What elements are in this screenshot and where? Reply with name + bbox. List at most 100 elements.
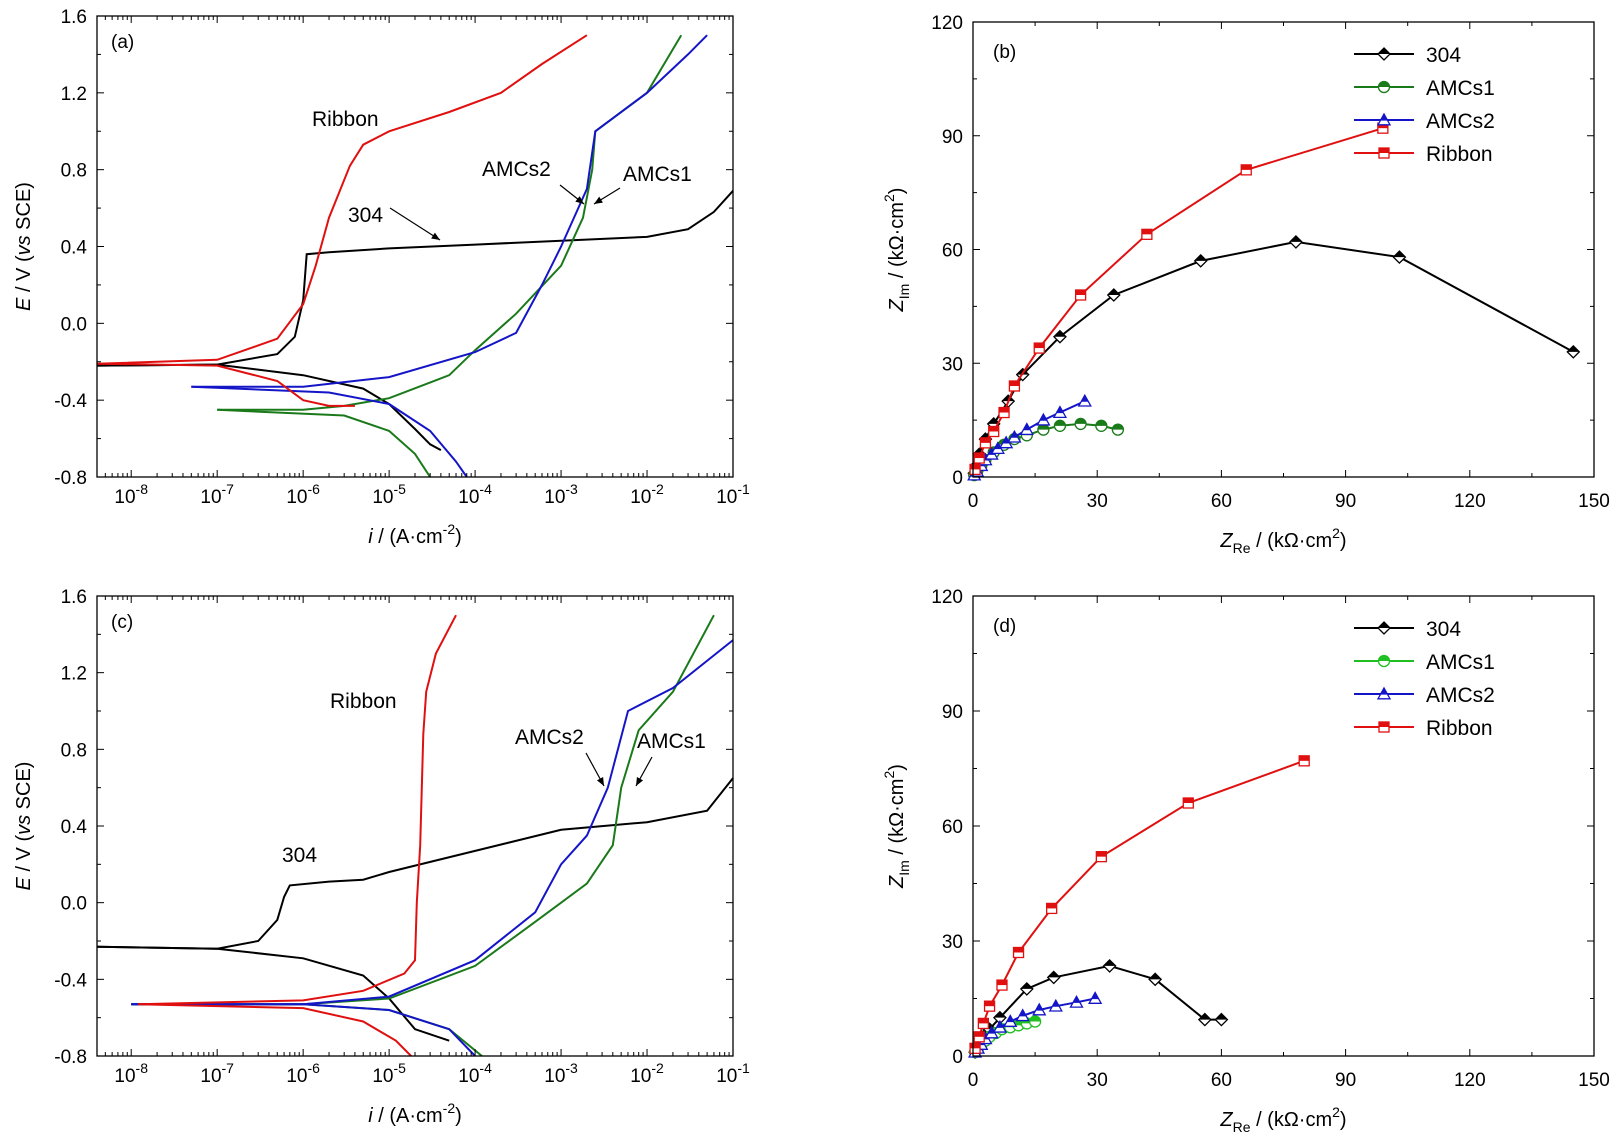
x-tick-label: 90	[1335, 1070, 1356, 1091]
series-line-amcs1-cathodic	[131, 1003, 483, 1057]
annotation-arrowhead	[636, 777, 644, 786]
y-axis-label: ZIm / (kΩ·cm2)	[881, 188, 912, 313]
data-point-304-fill	[1194, 254, 1207, 261]
data-point-304-fill	[1103, 959, 1116, 966]
annotation-ribbon: Ribbon	[330, 690, 397, 713]
y-tick-label: 60	[942, 241, 963, 262]
annotation-amcs1: AMCs1	[637, 730, 706, 753]
data-point-ribbon-fill	[974, 453, 985, 459]
y-tick-label: 0.0	[61, 894, 87, 915]
y-tick-label: 0.4	[61, 817, 88, 838]
y-tick-label: 1.2	[61, 664, 87, 685]
data-point-amcs1-fill	[1054, 420, 1066, 426]
annotation-arrowhead	[594, 196, 603, 204]
panel-label: (c)	[111, 612, 133, 633]
x-axis-label: ZRe / (kΩ·cm2)	[1219, 525, 1346, 556]
y-tick-label: 1.6	[61, 587, 87, 608]
x-tick-label: 10-5	[372, 1060, 406, 1087]
y-tick-label: 120	[931, 13, 963, 34]
data-point-amcs2-fill	[1091, 992, 1099, 1000]
chart-panel-c: 10-8 10-7 10-6 10-5 10-4 10-3 10-2 10-1 -0.8 -0.4…	[13, 587, 750, 1127]
legend-label-304: 304	[1426, 618, 1461, 641]
data-point-304-fill	[1567, 345, 1580, 352]
data-point-ribbon-fill	[970, 1043, 981, 1049]
y-tick-label: 0.8	[61, 740, 87, 761]
annotation-arrowhead	[575, 196, 584, 204]
data-point-amcs2-fill	[1073, 996, 1080, 1003]
y-tick-label: 0.4	[61, 238, 88, 259]
legend-label-ribbon: Ribbon	[1426, 143, 1493, 166]
data-point-ribbon-fill	[980, 437, 991, 443]
annotation-304: 304	[282, 844, 317, 867]
x-tick-label: 10-3	[544, 1060, 578, 1087]
data-point-amcs2-fill	[1011, 431, 1018, 438]
x-tick-label: 10-1	[716, 481, 750, 508]
legend-label-amcs2: AMCs2	[1426, 684, 1495, 707]
data-point-amcs2-fill	[1035, 1004, 1043, 1011]
data-point-ribbon-fill	[1183, 798, 1194, 803]
data-point-304-fill	[1289, 235, 1302, 242]
series-line-304-anodic	[96, 777, 734, 950]
x-axis-label: i / (A·cm-2)	[368, 521, 462, 548]
annotation-304: 304	[348, 204, 383, 227]
data-point-amcs1-fill	[1075, 418, 1087, 424]
series-line-ribbon-anodic	[137, 614, 457, 1006]
series-line-amcs2-anodic	[191, 34, 708, 388]
data-point-ribbon-fill	[1009, 381, 1020, 386]
chart-panel-a: 10-8 10-7 10-6 10-5 10-4 10-3 10-2 10-1 -0.8 -0.4…	[13, 7, 750, 548]
series-line-ribbon-anodic	[96, 34, 588, 365]
x-tick-label: 60	[1211, 1070, 1232, 1091]
series-line-304	[973, 240, 1574, 474]
x-tick-label: 10-8	[114, 1060, 148, 1087]
x-tick-label: 10-7	[200, 481, 234, 508]
x-tick-label: 10-4	[458, 481, 492, 508]
data-point-ribbon-fill	[999, 407, 1010, 413]
series-line-amcs1-anodic	[217, 34, 683, 411]
data-point-ribbon-fill	[1075, 290, 1086, 295]
x-tick-label: 90	[1335, 491, 1356, 512]
y-tick-label: 120	[931, 587, 963, 608]
y-tick-label: 0.8	[61, 161, 87, 182]
x-tick-label: 150	[1578, 491, 1610, 512]
panel-label: (b)	[993, 42, 1016, 63]
data-point-304-fill	[1393, 251, 1406, 258]
y-tick-label: 0.0	[61, 314, 87, 335]
x-tick-label: 10-6	[286, 481, 320, 508]
y-tick-label: -0.4	[54, 391, 87, 412]
data-point-ribbon-fill	[984, 1001, 995, 1007]
data-point-amcs2-fill	[1056, 406, 1064, 414]
data-point-ribbon-fill	[1377, 123, 1388, 129]
legend-label-amcs2: AMCs2	[1426, 110, 1495, 133]
plot-frame	[972, 595, 1595, 1057]
annotation-arrowhead	[431, 232, 440, 240]
x-tick-label: 10-3	[544, 481, 578, 508]
y-tick-label: 0	[952, 468, 963, 489]
y-tick-label: 30	[942, 354, 963, 375]
data-point-304-fill	[1107, 289, 1120, 295]
legend-label-amcs1: AMCs1	[1426, 651, 1495, 674]
annotation-amcs2: AMCs2	[482, 158, 551, 181]
series-line-amcs2-cathodic	[191, 385, 468, 478]
y-tick-label: 30	[942, 932, 963, 953]
legend-label-amcs1: AMCs1	[1426, 77, 1495, 100]
x-tick-label: 10-2	[630, 1060, 664, 1087]
data-point-amcs1-fill	[1095, 420, 1107, 426]
data-point-amcs2-fill	[1019, 1009, 1026, 1017]
chart-panel-b: 0 30 60 90 120 150 0 30 60 90 120 (b) 304 AMCs1 AMCs2 R…	[881, 13, 1610, 556]
panel-label: (d)	[993, 616, 1016, 637]
legend-label-ribbon: Ribbon	[1426, 717, 1493, 740]
series-line-304	[974, 964, 1222, 1053]
data-point-ribbon-fill	[978, 1018, 989, 1024]
y-tick-label: -0.4	[54, 970, 87, 991]
series-line-amcs1-cathodic	[217, 408, 431, 478]
series-line-amcs1-anodic	[131, 614, 715, 1006]
data-point-304-fill	[1149, 973, 1162, 980]
legend-label-304: 304	[1426, 44, 1461, 67]
series-line-amcs2-anodic	[131, 639, 734, 1006]
data-point-304-fill	[1053, 330, 1066, 337]
x-tick-label: 10-1	[716, 1060, 750, 1087]
data-point-amcs2-fill	[1006, 1015, 1014, 1023]
legend-marker-fill	[1379, 148, 1389, 153]
data-point-ribbon-fill	[974, 1031, 985, 1037]
